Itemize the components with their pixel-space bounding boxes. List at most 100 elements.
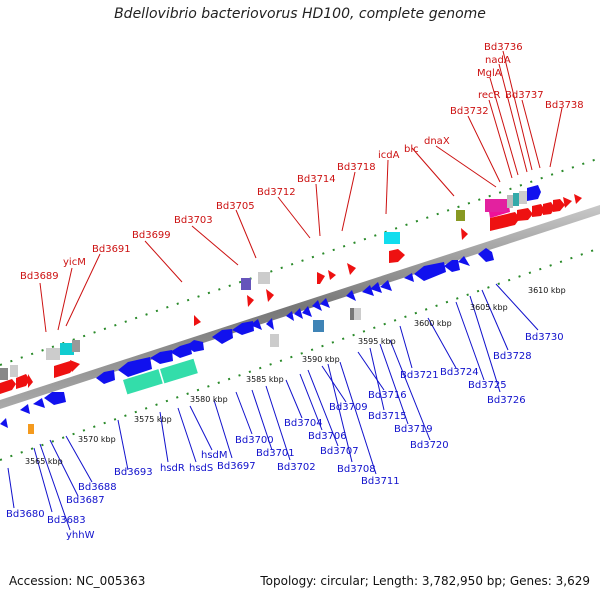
gene-label-rev[interactable]: Bd3720 xyxy=(410,440,449,451)
gene-box-mint xyxy=(123,369,163,395)
gene-arrow-fwd xyxy=(517,208,533,221)
gene-arrow-rev xyxy=(362,285,374,296)
gene-label-rev[interactable]: hsdS xyxy=(189,463,213,474)
gene-label-fwd[interactable]: nadA xyxy=(485,55,511,66)
gene-arrow-fwd xyxy=(328,270,336,280)
gene-label-rev[interactable]: Bd3687 xyxy=(66,495,105,506)
gene-label-rev[interactable]: Bd3688 xyxy=(78,482,117,493)
gene-arrow-rev xyxy=(404,273,414,282)
gene-arrow-rev xyxy=(286,311,294,321)
gene-arrow-rev xyxy=(266,318,274,330)
gene-arrow-rev xyxy=(312,300,322,311)
gene-label-rev[interactable]: Bd3708 xyxy=(337,464,376,475)
scale-label: 3600 kbp xyxy=(414,319,452,328)
accession-text: Accession: NC_005363 xyxy=(9,574,146,588)
gene-label-rev[interactable]: hsdM xyxy=(201,450,228,461)
gene-label-fwd[interactable]: Bd3691 xyxy=(92,244,131,255)
gene-label-rev[interactable]: Bd3724 xyxy=(440,367,479,378)
gene-box-mint xyxy=(160,358,198,384)
gene-arrow-rev xyxy=(212,329,233,344)
gene-label-rev[interactable]: hsdR xyxy=(160,463,185,474)
gene-label-rev[interactable]: Bd3730 xyxy=(525,332,564,343)
gene-label-rev[interactable]: Bd3683 xyxy=(47,515,86,526)
gene-box-olive xyxy=(456,210,465,221)
reverse-callout-lines xyxy=(7,283,539,531)
scale-label: 3590 kbp xyxy=(302,355,340,364)
gene-label-rev[interactable]: Bd3706 xyxy=(308,431,347,442)
gene-label-fwd[interactable]: Bd3699 xyxy=(132,230,171,241)
gene-label-rev[interactable]: Bd3721 xyxy=(400,370,439,381)
gene-label-fwd[interactable]: Bd3738 xyxy=(545,100,584,111)
gene-box-cyan xyxy=(384,232,400,244)
gene-label-fwd[interactable]: Bd3737 xyxy=(505,90,544,101)
gene-label-rev[interactable]: Bd3693 xyxy=(114,467,153,478)
scale-label: 3585 kbp xyxy=(246,375,284,384)
gene-label-rev[interactable]: Bd3725 xyxy=(468,380,507,391)
forward-gene-labels: Bd3689 yicM Bd3691 Bd3699 Bd3703 Bd3705 … xyxy=(20,42,584,282)
gene-box-magenta xyxy=(485,199,507,212)
gene-arrow-fwd xyxy=(543,202,555,215)
gene-label-rev[interactable]: Bd3711 xyxy=(361,476,400,487)
gene-label-fwd[interactable]: Bd3712 xyxy=(257,187,296,198)
scale-label: 3570 kbp xyxy=(78,435,116,444)
gene-label-rev[interactable]: Bd3700 xyxy=(235,435,274,446)
gene-label-fwd[interactable]: Bd3703 xyxy=(174,215,213,226)
gene-label-fwd[interactable]: Bd3705 xyxy=(216,201,255,212)
gene-box-gray xyxy=(350,308,361,320)
gene-arrow-fwd xyxy=(532,204,545,217)
gene-arrow-fwd xyxy=(574,194,582,204)
gene-label-fwd[interactable]: MglA xyxy=(477,68,502,79)
gene-arrow-fwd xyxy=(0,379,16,394)
gene-label-fwd[interactable]: recR xyxy=(478,90,501,101)
scale-label: 3580 kbp xyxy=(190,395,228,404)
gene-box-gray xyxy=(46,348,60,360)
gene-arrow-rev xyxy=(170,343,192,358)
gene-label-rev[interactable]: Bd3715 xyxy=(368,411,407,422)
gene-arrow-fwd xyxy=(490,212,520,231)
gene-label-fwd[interactable]: dnaX xyxy=(424,136,450,147)
gene-arrow-rev xyxy=(294,308,303,319)
scale-labels: 3565 kbp 3570 kbp 3575 kbp 3580 kbp 3585… xyxy=(25,286,566,466)
gene-label-rev[interactable]: Bd3702 xyxy=(277,462,316,473)
reverse-gene-labels: Bd3680 Bd3683 yhhW Bd3687 Bd3688 Bd3693 … xyxy=(6,332,564,541)
scale-label: 3605 kbp xyxy=(470,303,508,312)
gene-arrow-rev xyxy=(478,248,494,262)
gene-arrow-fwd xyxy=(317,272,325,284)
gene-arrow-rev xyxy=(444,260,460,272)
gene-arrow-fwd xyxy=(461,228,468,240)
gene-label-rev[interactable]: Bd3707 xyxy=(320,446,359,457)
gene-label-fwd[interactable]: Bd3736 xyxy=(484,42,523,53)
gene-arrow-fwd xyxy=(194,315,201,326)
gene-label-fwd[interactable]: Bd3714 xyxy=(297,174,336,185)
gene-label-rev[interactable]: Bd3697 xyxy=(217,461,256,472)
gene-arrow-rev xyxy=(302,306,312,317)
gene-arrow-rev xyxy=(150,350,173,364)
gene-label-fwd[interactable]: icdA xyxy=(378,150,400,161)
forward-genes xyxy=(0,185,582,394)
gene-label-rev[interactable]: Bd3716 xyxy=(368,390,407,401)
gene-arrow-fwd xyxy=(347,263,356,275)
gene-label-fwd[interactable]: Bd3732 xyxy=(450,106,489,117)
gene-label-fwd[interactable]: blc xyxy=(404,144,419,155)
gene-label-rev[interactable]: Bd3680 xyxy=(6,509,45,520)
gene-arrow-fwd xyxy=(563,197,572,208)
gene-label-rev[interactable]: Bd3719 xyxy=(394,424,433,435)
gene-label-rev[interactable]: Bd3726 xyxy=(487,395,526,406)
gene-arrow-rev xyxy=(20,404,30,414)
gene-arrow-fwd xyxy=(16,374,30,389)
gene-label-rev[interactable]: Bd3704 xyxy=(284,418,323,429)
gene-label-fwd[interactable]: Bd3689 xyxy=(20,271,59,282)
gene-label-rev[interactable]: yhhW xyxy=(66,530,95,541)
gene-arrow-rev xyxy=(118,357,152,377)
gene-label-rev[interactable]: Bd3701 xyxy=(256,448,295,459)
gene-label-fwd[interactable]: yicM xyxy=(63,257,86,268)
gene-label-rev[interactable]: Bd3728 xyxy=(493,351,532,362)
gene-box-cyan xyxy=(60,343,74,355)
upper-guide-line xyxy=(0,157,600,366)
gene-label-fwd[interactable]: Bd3718 xyxy=(337,162,376,173)
gene-arrow-rev xyxy=(0,418,8,428)
gene-arrow-rev xyxy=(186,340,204,352)
gene-label-rev[interactable]: Bd3709 xyxy=(329,402,368,413)
